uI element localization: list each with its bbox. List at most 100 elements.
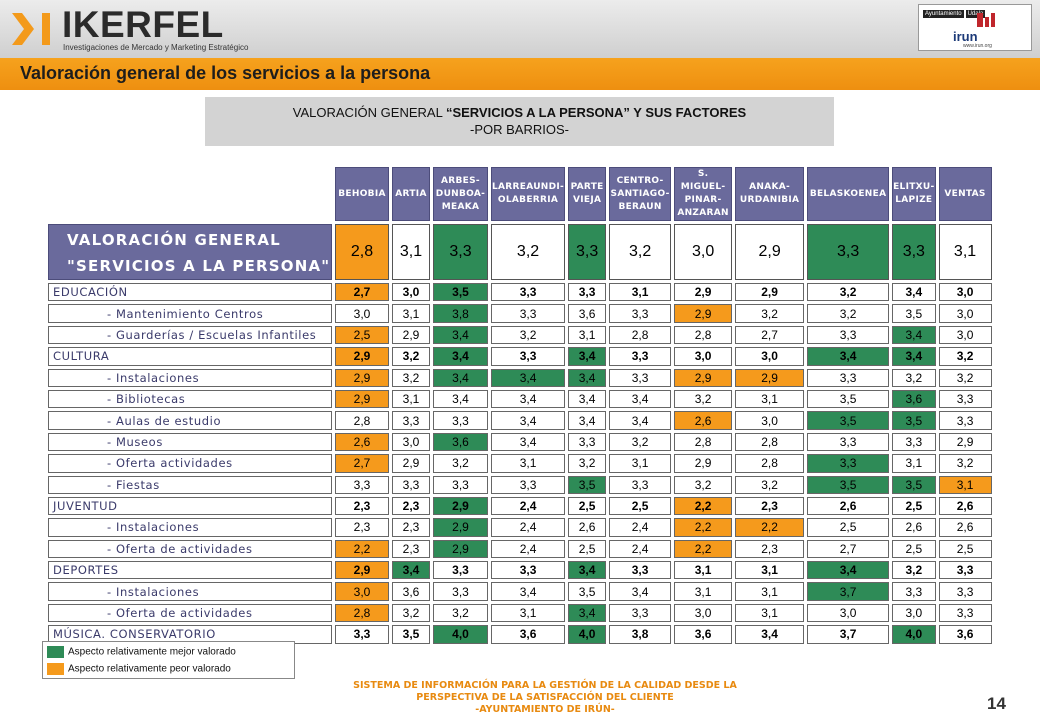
- rating-cell: 3,4: [491, 389, 566, 409]
- ikerfel-tagline: Investigaciones de Mercado y Marketing E…: [63, 43, 249, 52]
- rating-cell: 2,4: [491, 539, 566, 559]
- title-bar: Valoración general de los servicios a la…: [0, 58, 1040, 90]
- rating-cell: 3,3: [491, 561, 566, 580]
- rating-cell: 3,2: [433, 454, 488, 473]
- category-label: JUVENTUD: [48, 496, 332, 516]
- rating-cell: 3,1: [892, 454, 936, 473]
- column-header-line: MEAKA: [441, 201, 480, 212]
- rating-cell: 3,5: [392, 625, 430, 644]
- rating-cell: 2,5: [938, 539, 992, 559]
- rating-cell: 2,9: [674, 283, 733, 302]
- rating-cell: 3,2: [491, 325, 566, 345]
- column-header-line: OLABERRIA: [497, 195, 559, 205]
- irun-logo-udala: Udala: [965, 10, 986, 18]
- rating-cell: 3,3: [807, 432, 890, 452]
- overall-rating-value: 3,3: [892, 224, 936, 280]
- table-row: - Instalaciones 2,9 3,2 3,4 3,4 3,4 3,3 2,9 2,9 3…: [48, 368, 992, 387]
- rating-cell: 3,0: [735, 411, 805, 430]
- rating-cell: 4,0: [568, 625, 607, 644]
- rating-cell: 2,9: [674, 304, 733, 323]
- rating-cell: 2,5: [568, 539, 607, 559]
- overall-rating-value: 2,8: [335, 224, 389, 280]
- rating-cell: 3,6: [392, 582, 430, 601]
- rating-cell: 3,3: [491, 347, 566, 366]
- rating-cell: 3,4: [609, 582, 672, 601]
- column-header: CENTRO- SANTIAGO- BERAUN: [609, 167, 672, 221]
- rating-cell: 3,3: [433, 411, 488, 430]
- subfactor-label: - Guarderías / Escuelas Infantiles: [48, 325, 332, 345]
- column-header-line: VENTAS: [944, 188, 986, 199]
- rating-cell: 3,1: [609, 283, 672, 302]
- rating-cell: 3,3: [807, 325, 890, 345]
- rating-cell: 2,6: [674, 411, 733, 430]
- subtitle-box: VALORACIÓN GENERAL “SERVICIOS A LA PERSO…: [205, 97, 834, 146]
- rating-cell: 3,5: [807, 411, 890, 430]
- ikerfel-chevron-icon: [12, 13, 50, 45]
- rating-cell: 2,2: [674, 539, 733, 559]
- rating-cell: 3,6: [568, 304, 607, 323]
- rating-cell: 3,1: [392, 389, 430, 409]
- rating-cell: 2,4: [491, 518, 566, 537]
- column-header-line: ELITXU-: [893, 182, 935, 192]
- column-header-row: BEHOBIA ARTIA ARBES- DUNBOA- MEAKA LARREAUNDI…: [48, 167, 992, 221]
- rating-cell: 3,4: [609, 389, 672, 409]
- rating-cell: 3,2: [938, 368, 992, 387]
- rating-cell: 3,5: [568, 475, 607, 494]
- column-header-line: ANZARAN: [677, 208, 729, 218]
- irun-crest-icon: [977, 13, 995, 27]
- table-row: - Oferta actividades 2,7 2,9 3,2 3,1 3,2 3,1 2,…: [48, 454, 992, 473]
- rating-cell: 2,9: [335, 561, 389, 580]
- subtitle-emphasis: “SERVICIOS A LA PERSONA” Y SUS FACTORES: [445, 105, 747, 120]
- rating-cell: 3,3: [609, 347, 672, 366]
- category-label: DEPORTES: [48, 561, 332, 580]
- subfactor-label: - Bibliotecas: [48, 389, 332, 409]
- subfactor-label: - Instalaciones: [48, 582, 332, 601]
- rating-cell: 2,7: [735, 325, 805, 345]
- rating-cell: 2,6: [807, 496, 890, 516]
- rating-cell: 3,2: [392, 603, 430, 623]
- rating-cell: 3,2: [807, 283, 890, 302]
- rating-cell: 2,7: [807, 539, 890, 559]
- table-row: EDUCACIÓN 2,7 3,0 3,5 3,3 3,3 3,1 2,9 2,9 3,2 3,4 3…: [48, 283, 992, 302]
- rating-cell: 3,7: [807, 625, 890, 644]
- rating-cell: 2,9: [392, 325, 430, 345]
- rating-cell: 2,3: [335, 518, 389, 537]
- subfactor-label: - Fiestas: [48, 475, 332, 494]
- overall-rating-value: 3,3: [433, 224, 488, 280]
- column-header-line: LAPIZE: [895, 195, 933, 205]
- rating-cell: 4,0: [892, 625, 936, 644]
- rating-cell: 3,3: [938, 582, 992, 601]
- subfactor-label: - Instalaciones: [48, 368, 332, 387]
- table-row: - Instalaciones 3,0 3,6 3,3 3,4 3,5 3,4 3,1 3,1 3…: [48, 582, 992, 601]
- rating-cell: 3,0: [938, 283, 992, 302]
- page-number: 14: [987, 694, 1006, 713]
- rating-cell: 3,3: [491, 283, 566, 302]
- rating-cell: 2,8: [335, 411, 389, 430]
- rating-cell: 3,1: [735, 582, 805, 601]
- irun-url: www.irun.org: [963, 43, 992, 49]
- rating-cell: 2,9: [735, 368, 805, 387]
- overall-rating-value: 3,2: [491, 224, 566, 280]
- rating-cell: 3,3: [335, 475, 389, 494]
- rating-cell: 2,7: [335, 283, 389, 302]
- legend-worse-row: Aspecto relativamente peor valorado: [47, 663, 231, 675]
- rating-cell: 3,4: [892, 325, 936, 345]
- rating-cell: 3,7: [807, 582, 890, 601]
- rating-cell: 3,3: [892, 582, 936, 601]
- rating-cell: 3,5: [892, 304, 936, 323]
- rating-cell: 2,8: [674, 325, 733, 345]
- rating-cell: 3,0: [674, 603, 733, 623]
- table-row: DEPORTES 2,9 3,4 3,3 3,3 3,4 3,3 3,1 3,1 3,4 3,2 3,…: [48, 561, 992, 580]
- rating-cell: 3,3: [807, 368, 890, 387]
- overall-rating-value: 3,2: [609, 224, 672, 280]
- rating-cell: 3,1: [568, 325, 607, 345]
- rating-cell: 3,1: [735, 603, 805, 623]
- rating-cell: 3,2: [674, 475, 733, 494]
- table-row: JUVENTUD 2,3 2,3 2,9 2,4 2,5 2,5 2,2 2,3 2,6 2,5 2,…: [48, 496, 992, 516]
- rating-cell: 3,3: [609, 603, 672, 623]
- table-row: - Oferta de actividades 2,2 2,3 2,9 2,4 2,5 2,…: [48, 539, 992, 559]
- column-header: S. MIGUEL- PINAR- ANZARAN: [674, 167, 733, 221]
- table-row: MÚSICA. CONSERVATORIO 3,3 3,5 4,0 3,6 4,0 3,8 3…: [48, 625, 992, 644]
- rating-cell: 2,2: [735, 518, 805, 537]
- rating-cell: 3,4: [491, 368, 566, 387]
